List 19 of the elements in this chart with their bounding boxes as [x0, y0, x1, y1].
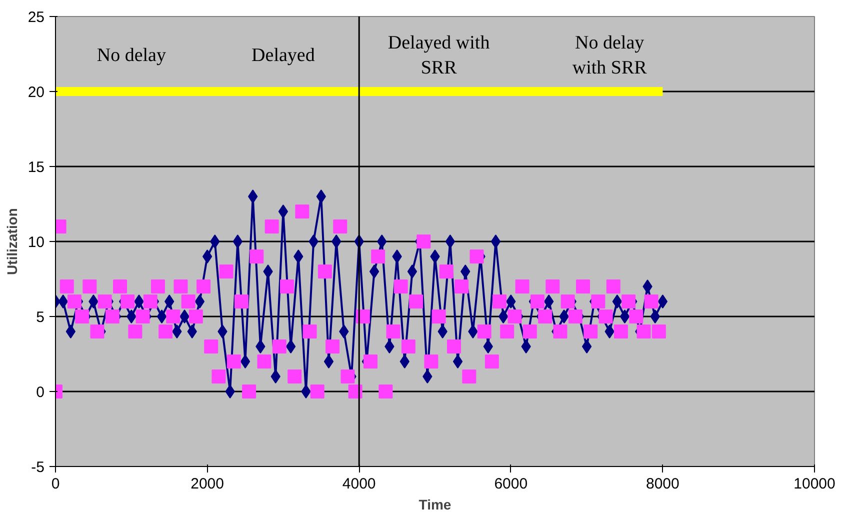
- y-tick-label: -5: [31, 459, 45, 476]
- y-tick-label: 15: [28, 159, 45, 176]
- y-tick-label: 20: [28, 84, 45, 101]
- x-tick-label: 8000: [646, 476, 680, 492]
- y-tick-label: 0: [36, 384, 44, 401]
- x-tick-label: 6000: [494, 476, 528, 492]
- x-tick-label: 2000: [190, 476, 224, 492]
- x-tick-label: 0: [51, 476, 60, 492]
- annotation: No delay: [96, 45, 166, 66]
- y-tick-label: 10: [28, 234, 45, 251]
- annotation: No delay with SRR: [572, 32, 648, 79]
- x-tick-label: 4000: [342, 476, 376, 492]
- annotation: Delayed with SRR: [388, 32, 490, 79]
- y-tick-label: 5: [36, 309, 44, 326]
- x-tick-label: 10000: [794, 476, 836, 492]
- y-axis-title: Utilization: [4, 208, 20, 275]
- annotation: Delayed: [252, 45, 316, 66]
- y-tick-label: 25: [28, 9, 45, 26]
- x-axis-title: Time: [418, 496, 452, 512]
